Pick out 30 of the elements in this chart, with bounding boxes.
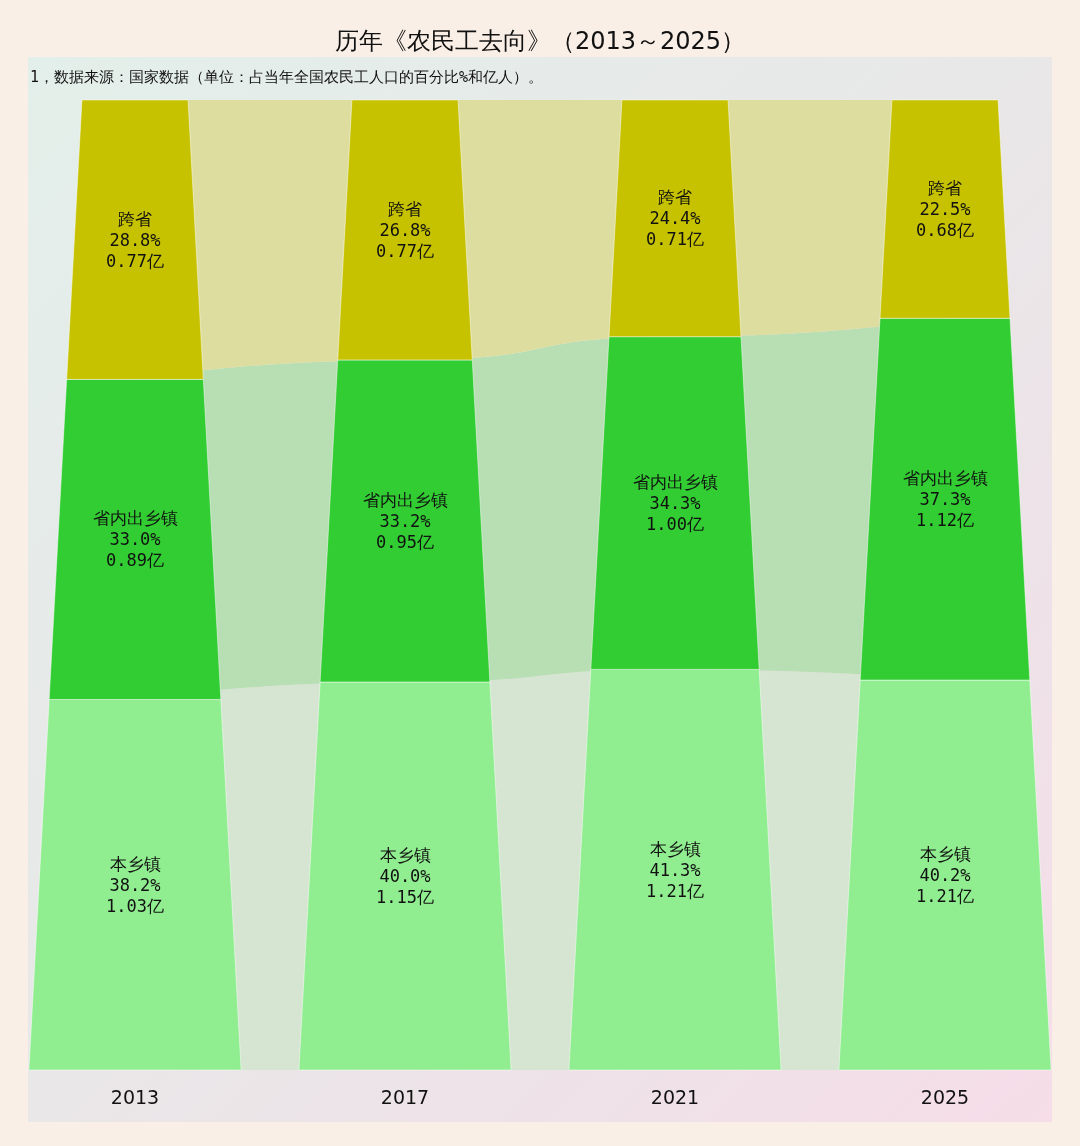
x-tick-label: 2021: [650, 1085, 700, 1108]
text: 跨省: [658, 187, 692, 208]
text: 本乡镇: [919, 844, 971, 865]
data-label: 37.3% 1.12亿: [916, 489, 974, 531]
data-label: 41.3% 1.21亿: [646, 859, 704, 901]
x-tick-label: 2025: [920, 1085, 970, 1108]
text: 省内出乡镇: [632, 472, 718, 493]
data-label: 26.8% 0.77亿: [376, 219, 434, 261]
x-tick-label: 2013: [110, 1085, 160, 1108]
data-label: 38.2% 1.03亿: [106, 874, 164, 916]
x-tick-label: 2017: [380, 1085, 430, 1108]
text: 历年《农民工去向》（2013～2025）: [334, 27, 746, 55]
data-label: 24.4% 0.71亿: [646, 208, 704, 250]
text: 本乡镇: [109, 853, 161, 874]
series-label: 跨省: [928, 178, 962, 199]
text: 省内出乡镇: [92, 508, 178, 529]
series-label: 省内出乡镇: [902, 468, 988, 489]
data-label: 33.2% 0.95亿: [376, 510, 434, 552]
series-label: 本乡镇: [649, 838, 701, 859]
text: 跨省: [388, 198, 422, 219]
data-label: 40.2% 1.21亿: [916, 865, 974, 907]
data-label: 28.8% 0.77亿: [106, 229, 164, 271]
text: 跨省: [118, 208, 152, 229]
text: 省内出乡镇: [362, 489, 448, 510]
data-label: 33.0% 0.89亿: [106, 529, 164, 571]
annotation: 1，数据来源：国家数据（单位：占当年全国农民工人口的百分比%和亿人）。: [30, 67, 544, 86]
data-label: 22.5% 0.68亿: [916, 199, 974, 241]
data-label: 40.0% 1.15亿: [376, 866, 434, 907]
text: 本乡镇: [379, 845, 431, 865]
data-label: 34.3% 1.00亿: [646, 493, 704, 535]
